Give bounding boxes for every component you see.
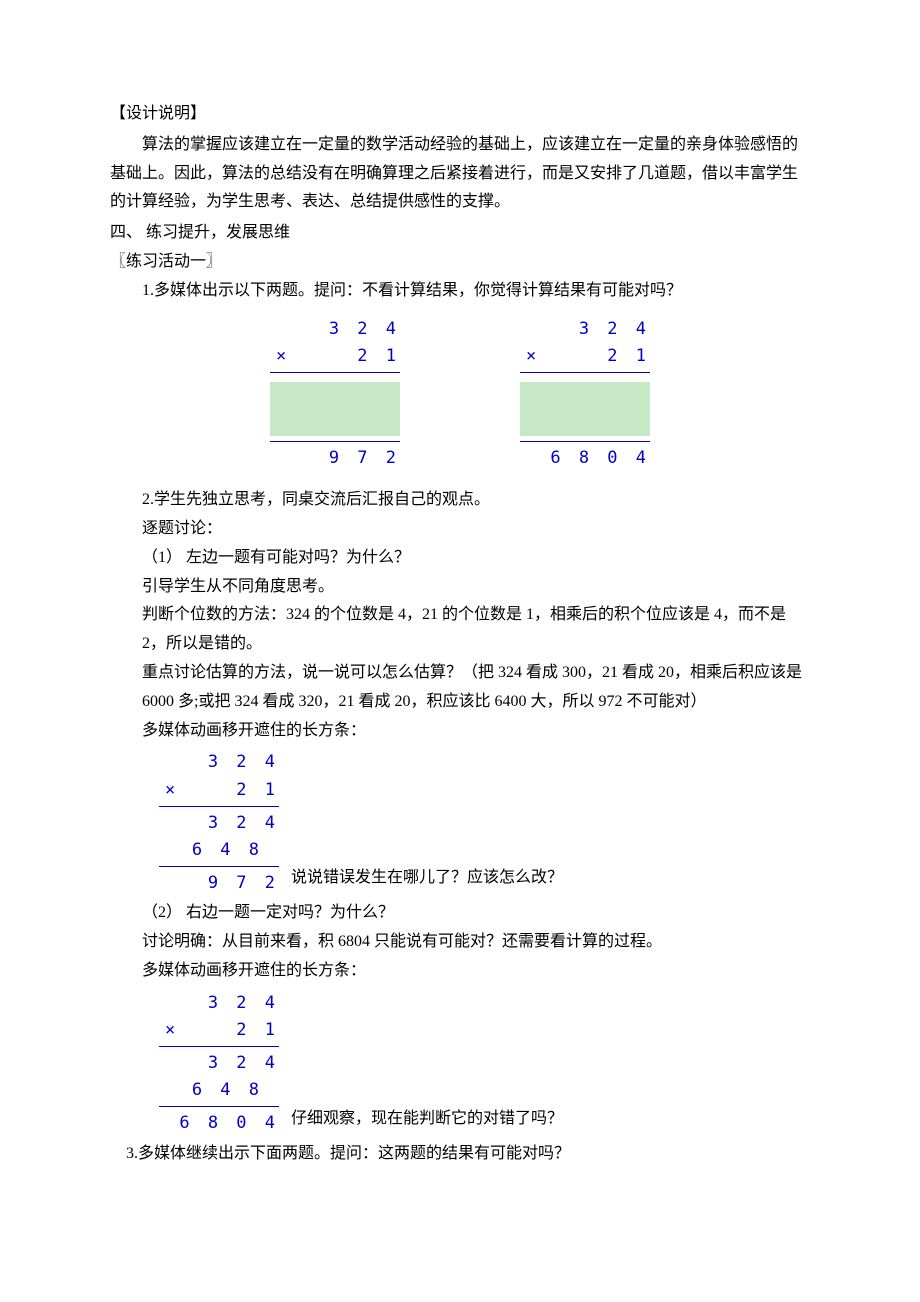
q2-reveal: 多媒体动画移开遮住的长方条： [110,957,810,986]
rule-line [520,372,650,376]
q1-method1: 判断个位数的方法：324 的个位数是 4，21 的个位数是 1，相乘后的积个位应… [110,601,810,659]
q1-label: （1） 左边一题有可能对吗？为什么？ [110,544,810,573]
q2-after-text: 仔细观察，现在能判断它的对错了吗？ [291,1105,563,1140]
rule-line [270,372,400,376]
multiplicand: 3 2 4 [159,749,279,776]
multiplier-row: × 2 1 [520,343,650,370]
result: 9 7 2 [270,441,400,472]
problem-right-covered: 3 2 4 × 2 1 6 8 0 4 [520,316,650,473]
q2-discuss: 讨论明确：从目前来看，积 6804 只能说有可能对？还需要看计算的过程。 [110,928,810,957]
multiplier: 2 1 [357,343,400,370]
cover-block [270,382,400,436]
discuss-label: 逐题讨论： [110,515,810,544]
multiplier-row: × 2 1 [159,777,279,804]
problem-right-full-wrap: 3 2 4 × 2 1 3 2 4 6 4 8 6 8 0 4 仔细观察，现在能… [110,986,810,1140]
problem-right-full: 3 2 4 × 2 1 3 2 4 6 4 8 6 8 0 4 [159,990,279,1138]
q2-label: （2） 右边一题一定对吗？为什么？ [110,899,810,928]
multiplier: 2 1 [236,1017,279,1044]
activity-1-title: 〖练习活动一〗 [110,248,810,277]
multiplicand: 3 2 4 [159,990,279,1017]
q1-method2: 重点讨论估算的方法，说一说可以怎么估算？（把 324 看成 300，21 看成 … [110,659,810,717]
problem-left-covered: 3 2 4 × 2 1 9 7 2 [270,316,400,473]
multiply-sign-icon: × [165,777,175,804]
multiplicand: 3 2 4 [520,316,650,343]
partial-2: 6 4 8 [159,1077,279,1104]
problems-pair-hidden: 3 2 4 × 2 1 9 7 2 3 2 4 × 2 1 6 8 0 4 [110,316,810,473]
cover-block [520,382,650,436]
partial-1: 3 2 4 [159,1046,279,1077]
item-1: 1.多媒体出示以下两题。提问：不看计算结果，你觉得计算结果有可能对吗？ [110,277,810,306]
multiplier-row: × 2 1 [159,1017,279,1044]
result: 6 8 0 4 [159,1106,279,1137]
item-2: 2.学生先独立思考，同桌交流后汇报自己的观点。 [110,486,810,515]
multiply-sign-icon: × [276,343,286,370]
q1-after-text: 说说错误发生在哪儿了？应该怎么改？ [291,864,563,899]
multiply-sign-icon: × [526,343,536,370]
heading-design-note: 【设计说明】 [110,100,810,129]
multiplier: 2 1 [236,777,279,804]
multiply-sign-icon: × [165,1017,175,1044]
q1-reveal: 多媒体动画移开遮住的长方条： [110,717,810,746]
problem-left-full: 3 2 4 × 2 1 3 2 4 6 4 8 9 7 2 [159,749,279,897]
problem-left-full-wrap: 3 2 4 × 2 1 3 2 4 6 4 8 9 7 2 说说错误发生在哪儿了… [110,745,810,899]
section-4-title: 四、 练习提升，发展思维 [110,219,810,248]
partial-2: 6 4 8 [159,837,279,864]
para-design-note: 算法的掌握应该建立在一定量的数学活动经验的基础上，应该建立在一定量的亲身体验感悟… [110,131,810,217]
result: 9 7 2 [159,866,279,897]
item-3: 3.多媒体继续出示下面两题。提问：这两题的结果有可能对吗？ [110,1140,810,1169]
q1-guide: 引导学生从不同角度思考。 [110,573,810,602]
partial-1: 3 2 4 [159,806,279,837]
multiplier-row: × 2 1 [270,343,400,370]
result: 6 8 0 4 [520,441,650,472]
multiplier: 2 1 [607,343,650,370]
multiplicand: 3 2 4 [270,316,400,343]
